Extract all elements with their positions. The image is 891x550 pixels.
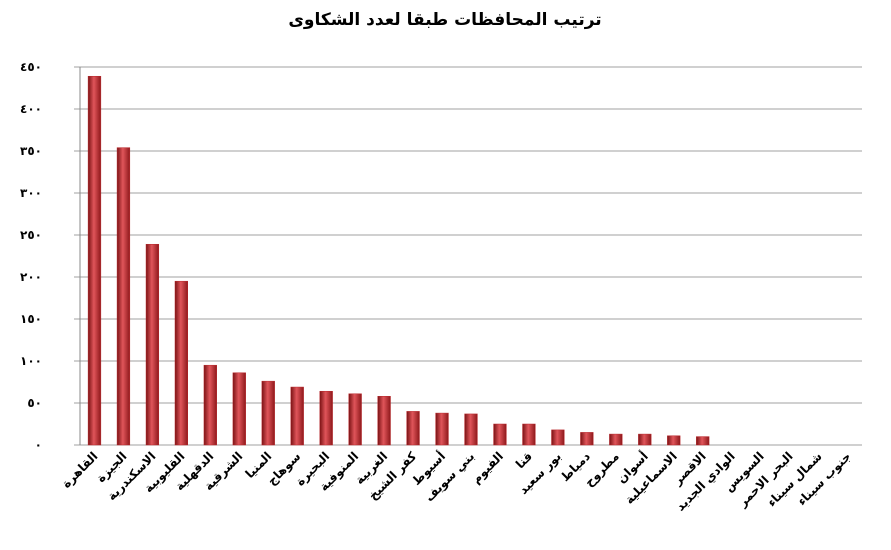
bar xyxy=(551,429,565,446)
bar xyxy=(406,411,420,446)
bar xyxy=(638,433,652,446)
bar xyxy=(232,372,246,446)
bar xyxy=(609,433,623,446)
y-tick-label: ٥٠ xyxy=(27,396,42,410)
y-tick-label: ٣٠٠ xyxy=(20,186,42,200)
bar xyxy=(261,380,275,446)
bar xyxy=(87,75,102,446)
bar xyxy=(290,386,304,446)
bar xyxy=(696,436,710,446)
bar xyxy=(667,435,681,446)
y-tick-label: ٤٥٠ xyxy=(20,60,42,74)
bar xyxy=(319,390,333,446)
y-tick-label: ٤٠٠ xyxy=(20,102,42,116)
bar xyxy=(174,280,188,446)
x-tick-label: القاهرة xyxy=(59,449,100,490)
bar xyxy=(580,432,594,446)
bar xyxy=(464,413,478,446)
bar xyxy=(522,423,536,446)
bar xyxy=(145,243,160,446)
x-tick-label: قنا xyxy=(513,449,535,471)
x-tick-label: الفيوم xyxy=(469,449,507,487)
bar xyxy=(435,412,449,446)
chart-title: ترتيب المحافظات طبقا لعدد الشكاوى xyxy=(288,10,601,30)
bar xyxy=(377,396,391,446)
y-tick-label: ١٠٠ xyxy=(20,354,42,368)
y-tick-label: ٣٥٠ xyxy=(20,144,42,158)
y-tick-label: ٢٥٠ xyxy=(20,228,42,242)
bar xyxy=(493,423,507,446)
y-tick-label: ١٥٠ xyxy=(20,312,42,326)
bar xyxy=(116,147,131,446)
bar xyxy=(203,364,217,446)
y-tick-label: ٠ xyxy=(35,438,42,452)
bar xyxy=(348,393,362,446)
y-tick-label: ٢٠٠ xyxy=(20,270,42,284)
